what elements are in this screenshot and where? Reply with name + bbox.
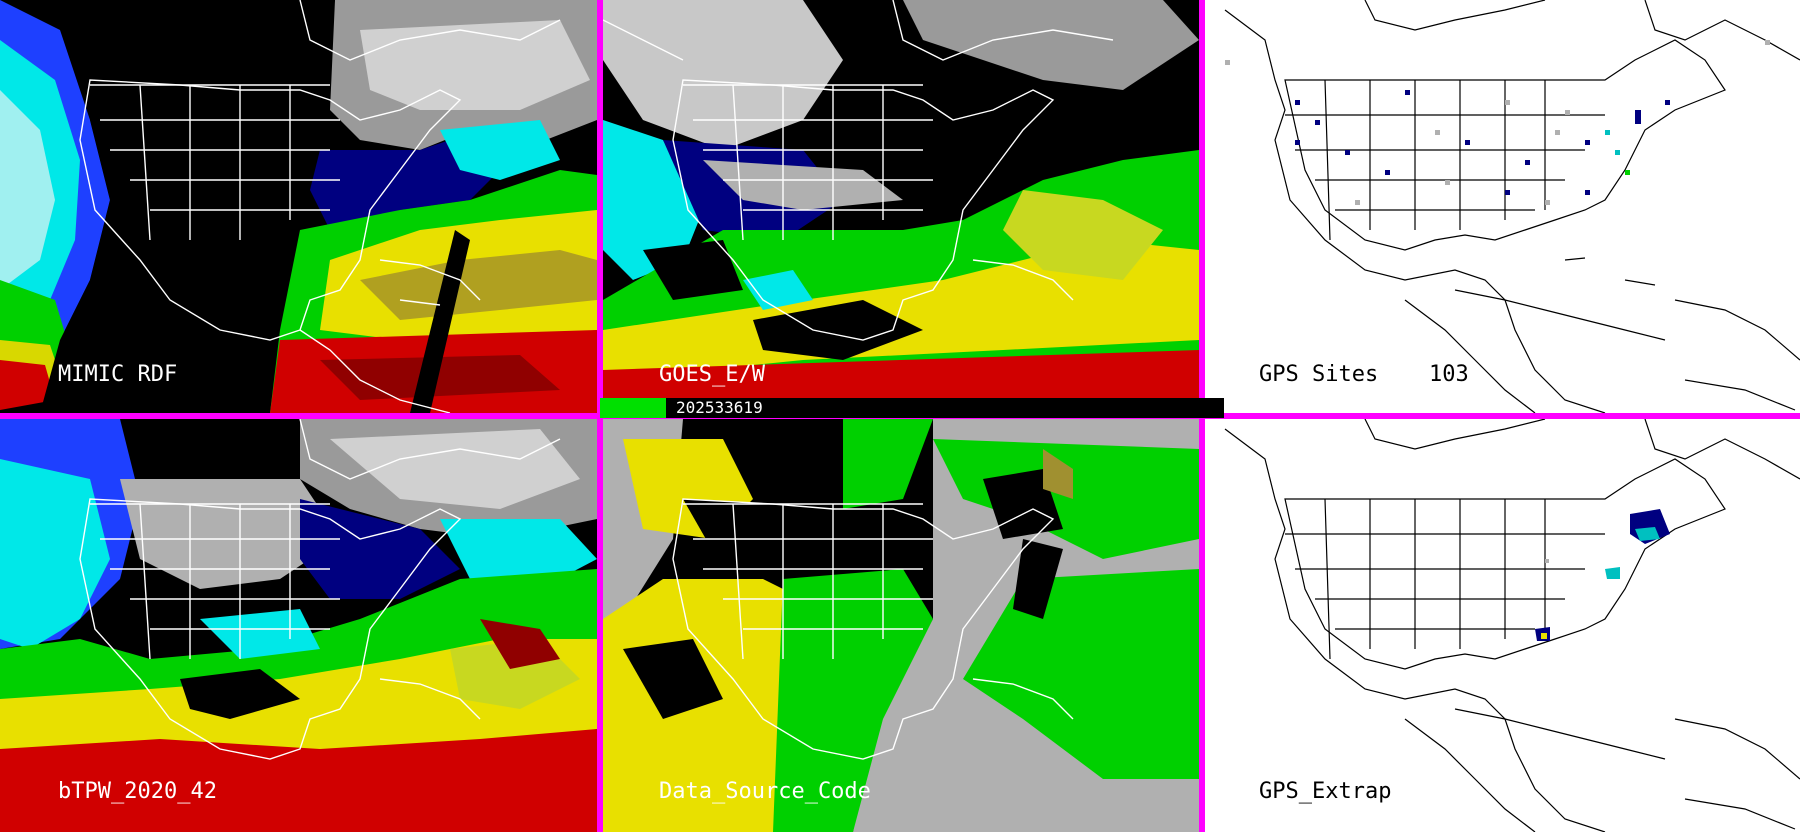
data-source-code-map — [603, 419, 1199, 832]
goes-ew-panel: GOES_E/W — [603, 0, 1199, 413]
timestamp-text: 202533619 — [676, 398, 763, 417]
goes-ew-map — [603, 0, 1199, 413]
gps-extrap-label: GPS_Extrap — [1259, 779, 1392, 804]
gps-sites-panel: GPS Sites 103 — [1205, 0, 1800, 413]
mimic-rdf-map — [0, 0, 597, 413]
btpw-panel: bTPW_2020_42 — [0, 419, 597, 832]
mimic-rdf-label: MIMIC RDF — [58, 362, 178, 387]
gps-sites-label: GPS Sites — [1259, 362, 1379, 387]
gps-sites-map — [1205, 0, 1800, 413]
btpw-map — [0, 419, 597, 832]
gps-sites-count: 103 — [1429, 362, 1469, 387]
mimic-rdf-panel: MIMIC RDF — [0, 0, 597, 413]
goes-ew-label: GOES_E/W — [659, 362, 765, 387]
timestamp-green-swatch — [600, 398, 666, 418]
data-source-code-panel: Data_Source_Code — [603, 419, 1199, 832]
btpw-label: bTPW_2020_42 — [58, 779, 217, 804]
gps-extrap-panel: GPS_Extrap — [1205, 419, 1800, 832]
gps-extrap-map — [1205, 419, 1800, 832]
timestamp-bar — [600, 398, 1224, 418]
data-source-code-label: Data_Source_Code — [659, 779, 871, 804]
